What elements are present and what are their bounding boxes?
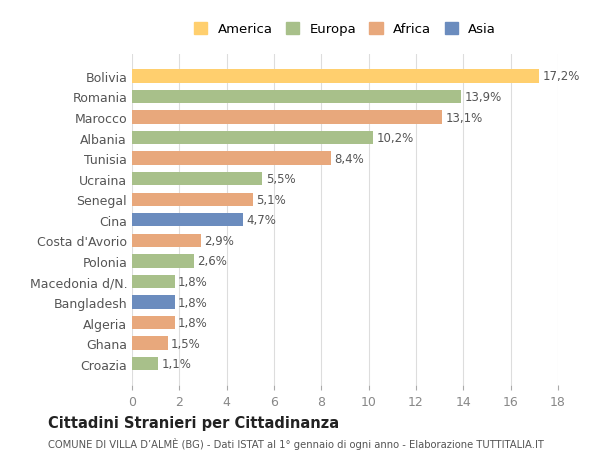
Bar	[132, 337, 167, 350]
Bar	[132, 296, 175, 309]
Bar	[132, 275, 175, 289]
Bar	[132, 234, 200, 247]
Bar	[132, 132, 373, 145]
Text: 5,5%: 5,5%	[266, 173, 295, 186]
Bar	[132, 111, 442, 124]
Text: 13,9%: 13,9%	[464, 91, 502, 104]
Text: 1,5%: 1,5%	[171, 337, 201, 350]
Bar	[132, 213, 243, 227]
Bar	[132, 357, 158, 370]
Bar	[132, 193, 253, 207]
Bar	[132, 70, 539, 84]
Text: 1,1%: 1,1%	[161, 358, 191, 370]
Bar	[132, 152, 331, 165]
Text: 17,2%: 17,2%	[542, 70, 580, 83]
Bar	[132, 316, 175, 330]
Text: 2,6%: 2,6%	[197, 255, 227, 268]
Text: 13,1%: 13,1%	[446, 111, 483, 124]
Text: Cittadini Stranieri per Cittadinanza: Cittadini Stranieri per Cittadinanza	[48, 415, 339, 430]
Text: COMUNE DI VILLA D’ALMÈ (BG) - Dati ISTAT al 1° gennaio di ogni anno - Elaborazio: COMUNE DI VILLA D’ALMÈ (BG) - Dati ISTAT…	[48, 437, 544, 449]
Text: 10,2%: 10,2%	[377, 132, 414, 145]
Bar	[132, 90, 461, 104]
Legend: America, Europa, Africa, Asia: America, Europa, Africa, Asia	[190, 19, 500, 40]
Text: 4,7%: 4,7%	[247, 214, 277, 227]
Bar	[132, 255, 194, 268]
Bar	[132, 173, 262, 186]
Text: 1,8%: 1,8%	[178, 296, 208, 309]
Text: 1,8%: 1,8%	[178, 275, 208, 288]
Text: 2,9%: 2,9%	[204, 235, 234, 247]
Text: 8,4%: 8,4%	[334, 152, 364, 165]
Text: 1,8%: 1,8%	[178, 316, 208, 330]
Text: 5,1%: 5,1%	[256, 193, 286, 206]
